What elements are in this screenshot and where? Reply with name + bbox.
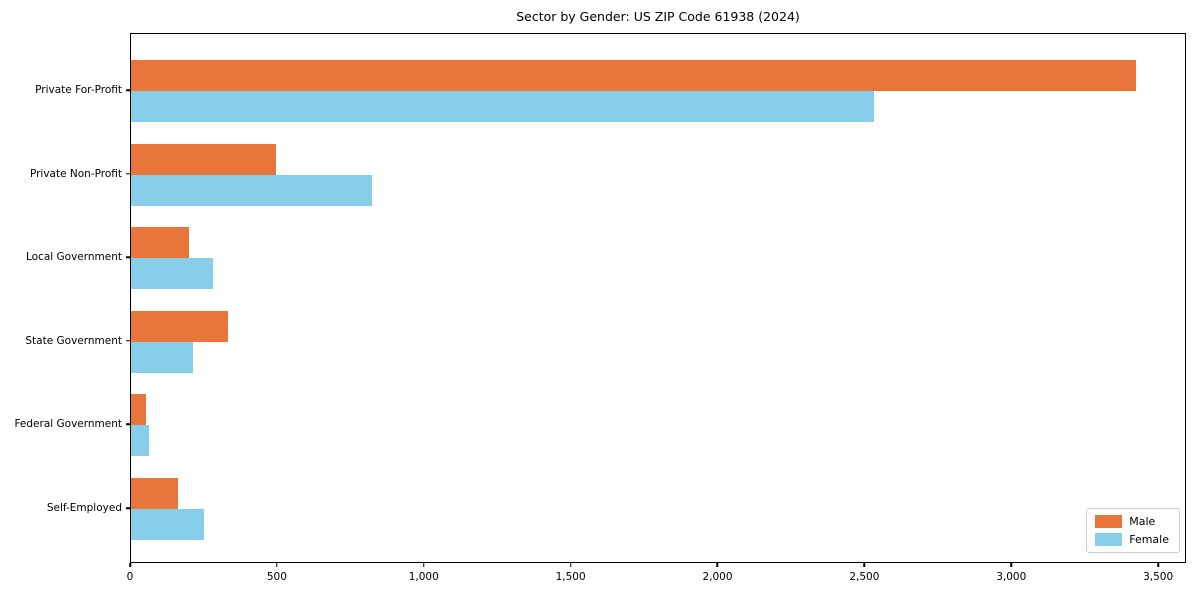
bar-female-state-government [131, 341, 193, 373]
x-tick-mark [422, 563, 425, 567]
y-tick-label-local-government: Local Government [25, 251, 122, 264]
bar-female-private-for-profit [131, 91, 875, 122]
chart-title: Sector by Gender: US ZIP Code 61938 (202… [516, 9, 800, 24]
legend-label-female: Female [1129, 533, 1169, 546]
x-tick-mark [716, 563, 719, 567]
x-tick-mark [569, 563, 572, 567]
bar-female-local-government [131, 258, 214, 290]
y-tick-mark [126, 423, 130, 426]
x-tick-mark [863, 563, 866, 567]
bar-male-state-government [131, 310, 228, 342]
x-tick-mark [276, 563, 278, 567]
legend-swatch-female-icon [1095, 533, 1123, 546]
x-tick-mark [1010, 563, 1012, 567]
bar-female-private-non-profit [131, 174, 372, 206]
x-tick-label-2-500: 2,500 [849, 571, 880, 583]
y-tick-label-private-non-profit: Private Non-Profit [29, 167, 122, 180]
y-tick-mark [126, 89, 130, 91]
x-tick-label-2-000: 2,000 [702, 571, 733, 583]
y-tick-mark [126, 256, 130, 258]
x-tick-mark [1157, 563, 1159, 567]
x-tick-mark [129, 563, 131, 567]
y-tick-mark [126, 507, 130, 509]
legend: Male Female [1086, 508, 1180, 553]
y-tick-label-state-government: State Government [25, 334, 122, 347]
y-tick-mark [126, 340, 130, 342]
x-tick-label-1-000: 1,000 [408, 571, 439, 583]
x-tick-label-3-500: 3,500 [1143, 571, 1174, 583]
legend-item-female: Female [1095, 533, 1169, 546]
y-tick-label-private-for-profit: Private For-Profit [35, 84, 122, 96]
x-tick-label-0: 0 [126, 571, 134, 583]
x-tick-label-500: 500 [266, 571, 287, 583]
bar-male-private-non-profit [131, 143, 277, 175]
y-tick-label-self-employed: Self-Employed [46, 502, 122, 514]
bar-male-local-government [131, 227, 189, 259]
bar-female-federal-government [131, 425, 149, 457]
legend-swatch-male-icon [1095, 515, 1123, 528]
y-tick-mark [126, 172, 130, 175]
legend-label-male: Male [1129, 515, 1156, 528]
y-tick-label-federal-government: Federal Government [14, 418, 122, 431]
plot-area [130, 33, 1186, 563]
bar-female-self-employed [131, 509, 205, 540]
legend-item-male: Male [1095, 515, 1169, 528]
x-tick-label-1-500: 1,500 [555, 571, 586, 583]
bar-male-self-employed [131, 478, 178, 509]
bar-male-federal-government [131, 394, 146, 426]
bar-male-private-for-profit [131, 60, 1136, 91]
x-tick-label-3-000: 3,000 [996, 571, 1027, 583]
